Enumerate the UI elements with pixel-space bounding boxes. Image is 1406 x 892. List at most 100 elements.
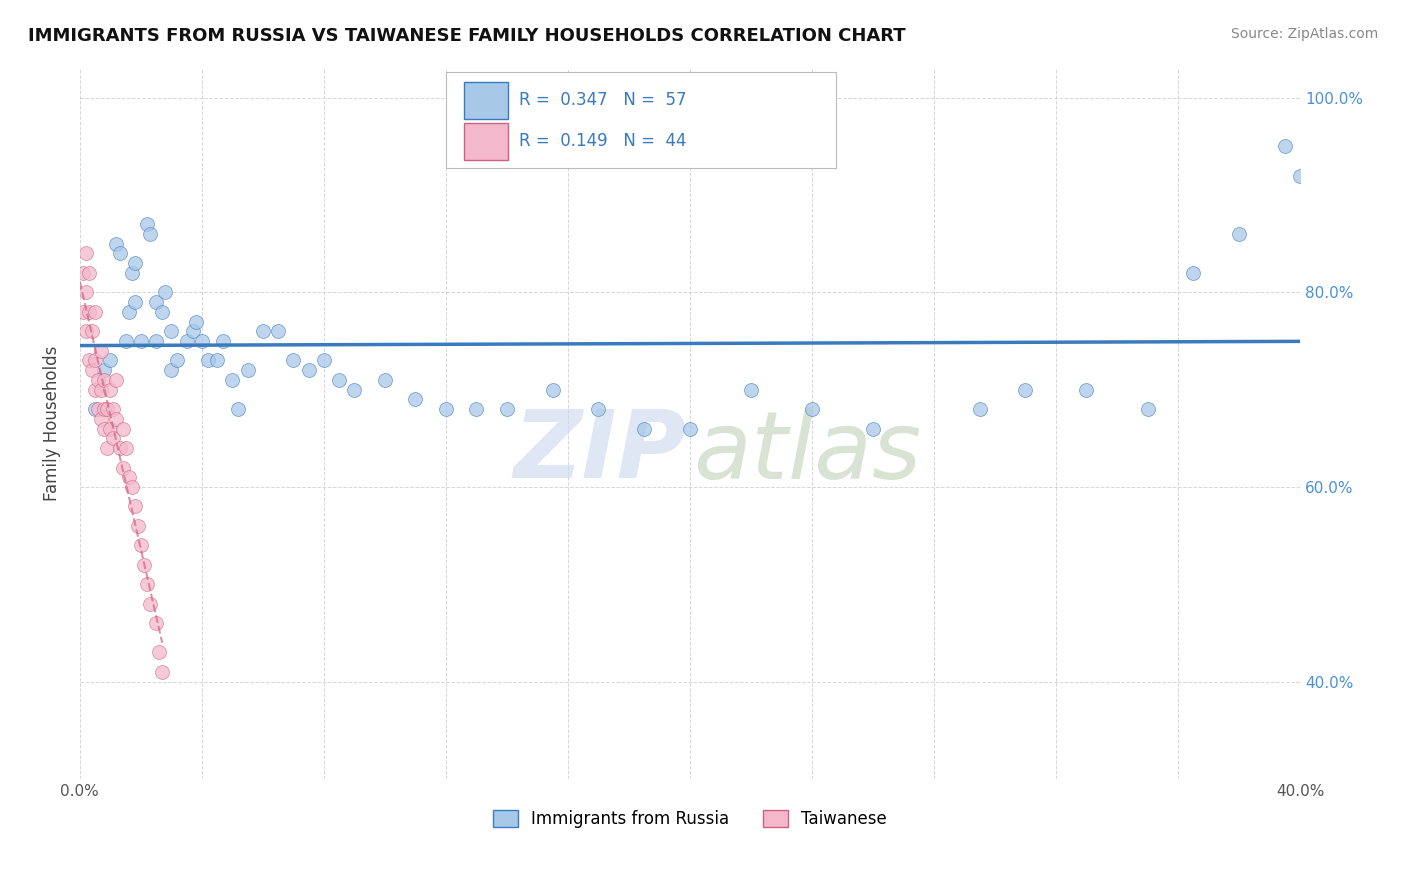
Point: [100, 383, 122, 397]
Point: [1227, 227, 1250, 241]
Point: [197, 353, 219, 368]
Point: [148, 645, 170, 659]
Point: [588, 402, 610, 417]
Point: [90, 383, 112, 397]
Point: [75, 285, 97, 300]
Point: [205, 353, 228, 368]
FancyBboxPatch shape: [464, 123, 508, 160]
Point: [160, 324, 183, 338]
Point: [127, 519, 149, 533]
FancyBboxPatch shape: [464, 82, 508, 119]
Point: [969, 402, 991, 417]
Point: [1182, 266, 1205, 280]
Point: [145, 616, 167, 631]
Point: [108, 246, 131, 260]
Point: [136, 577, 159, 591]
Point: [100, 353, 122, 368]
Point: [103, 431, 125, 445]
Point: [118, 470, 141, 484]
Point: [298, 363, 321, 377]
Point: [541, 383, 564, 397]
Point: [1136, 402, 1159, 417]
Point: [343, 383, 366, 397]
Text: R =  0.149   N =  44: R = 0.149 N = 44: [519, 132, 686, 151]
Point: [633, 421, 655, 435]
Point: [1274, 139, 1296, 153]
Point: [328, 373, 350, 387]
Point: [465, 402, 488, 417]
Point: [800, 402, 823, 417]
Point: [862, 421, 884, 435]
Point: [139, 597, 162, 611]
Point: [105, 236, 128, 251]
Point: [93, 421, 115, 435]
Point: [80, 363, 103, 377]
Point: [114, 334, 136, 348]
Point: [111, 460, 134, 475]
Point: [93, 373, 115, 387]
Point: [80, 324, 103, 338]
Point: [191, 334, 214, 348]
Point: [740, 383, 762, 397]
Point: [96, 402, 118, 417]
Point: [150, 305, 173, 319]
Point: [90, 343, 112, 358]
Point: [267, 324, 290, 338]
Point: [103, 402, 125, 417]
Point: [84, 353, 107, 368]
Point: [129, 334, 152, 348]
Point: [252, 324, 274, 338]
Y-axis label: Family Households: Family Households: [44, 346, 60, 501]
Point: [118, 305, 141, 319]
Point: [221, 373, 243, 387]
Point: [87, 402, 110, 417]
Point: [139, 227, 162, 241]
Point: [77, 266, 100, 280]
Text: R =  0.347   N =  57: R = 0.347 N = 57: [519, 92, 686, 110]
Text: IMMIGRANTS FROM RUSSIA VS TAIWANESE FAMILY HOUSEHOLDS CORRELATION CHART: IMMIGRANTS FROM RUSSIA VS TAIWANESE FAMI…: [28, 27, 905, 45]
Point: [145, 334, 167, 348]
Point: [312, 353, 335, 368]
Point: [87, 373, 110, 387]
Text: Source: ZipAtlas.com: Source: ZipAtlas.com: [1230, 27, 1378, 41]
Point: [166, 353, 188, 368]
Point: [84, 383, 107, 397]
Point: [100, 421, 122, 435]
Point: [184, 314, 207, 328]
Point: [404, 392, 426, 407]
FancyBboxPatch shape: [446, 72, 837, 168]
Point: [121, 266, 143, 280]
Point: [72, 266, 94, 280]
Point: [1014, 383, 1036, 397]
Point: [1289, 169, 1312, 183]
Point: [236, 363, 259, 377]
Point: [105, 373, 128, 387]
Point: [1076, 383, 1098, 397]
Point: [93, 363, 115, 377]
Point: [96, 441, 118, 455]
Point: [124, 256, 146, 270]
Point: [176, 334, 198, 348]
Point: [77, 353, 100, 368]
Point: [114, 441, 136, 455]
Point: [374, 373, 396, 387]
Text: atlas: atlas: [693, 407, 922, 498]
Point: [108, 441, 131, 455]
Point: [136, 217, 159, 231]
Point: [679, 421, 702, 435]
Point: [160, 363, 183, 377]
Point: [121, 480, 143, 494]
Point: [90, 412, 112, 426]
Point: [84, 402, 107, 417]
Point: [181, 324, 204, 338]
Point: [283, 353, 305, 368]
Legend: Immigrants from Russia, Taiwanese: Immigrants from Russia, Taiwanese: [486, 803, 894, 835]
Point: [75, 246, 97, 260]
Point: [145, 295, 167, 310]
Point: [77, 305, 100, 319]
Point: [150, 665, 173, 679]
Text: ZIP: ZIP: [513, 406, 686, 498]
Point: [228, 402, 250, 417]
Point: [496, 402, 519, 417]
Point: [75, 324, 97, 338]
